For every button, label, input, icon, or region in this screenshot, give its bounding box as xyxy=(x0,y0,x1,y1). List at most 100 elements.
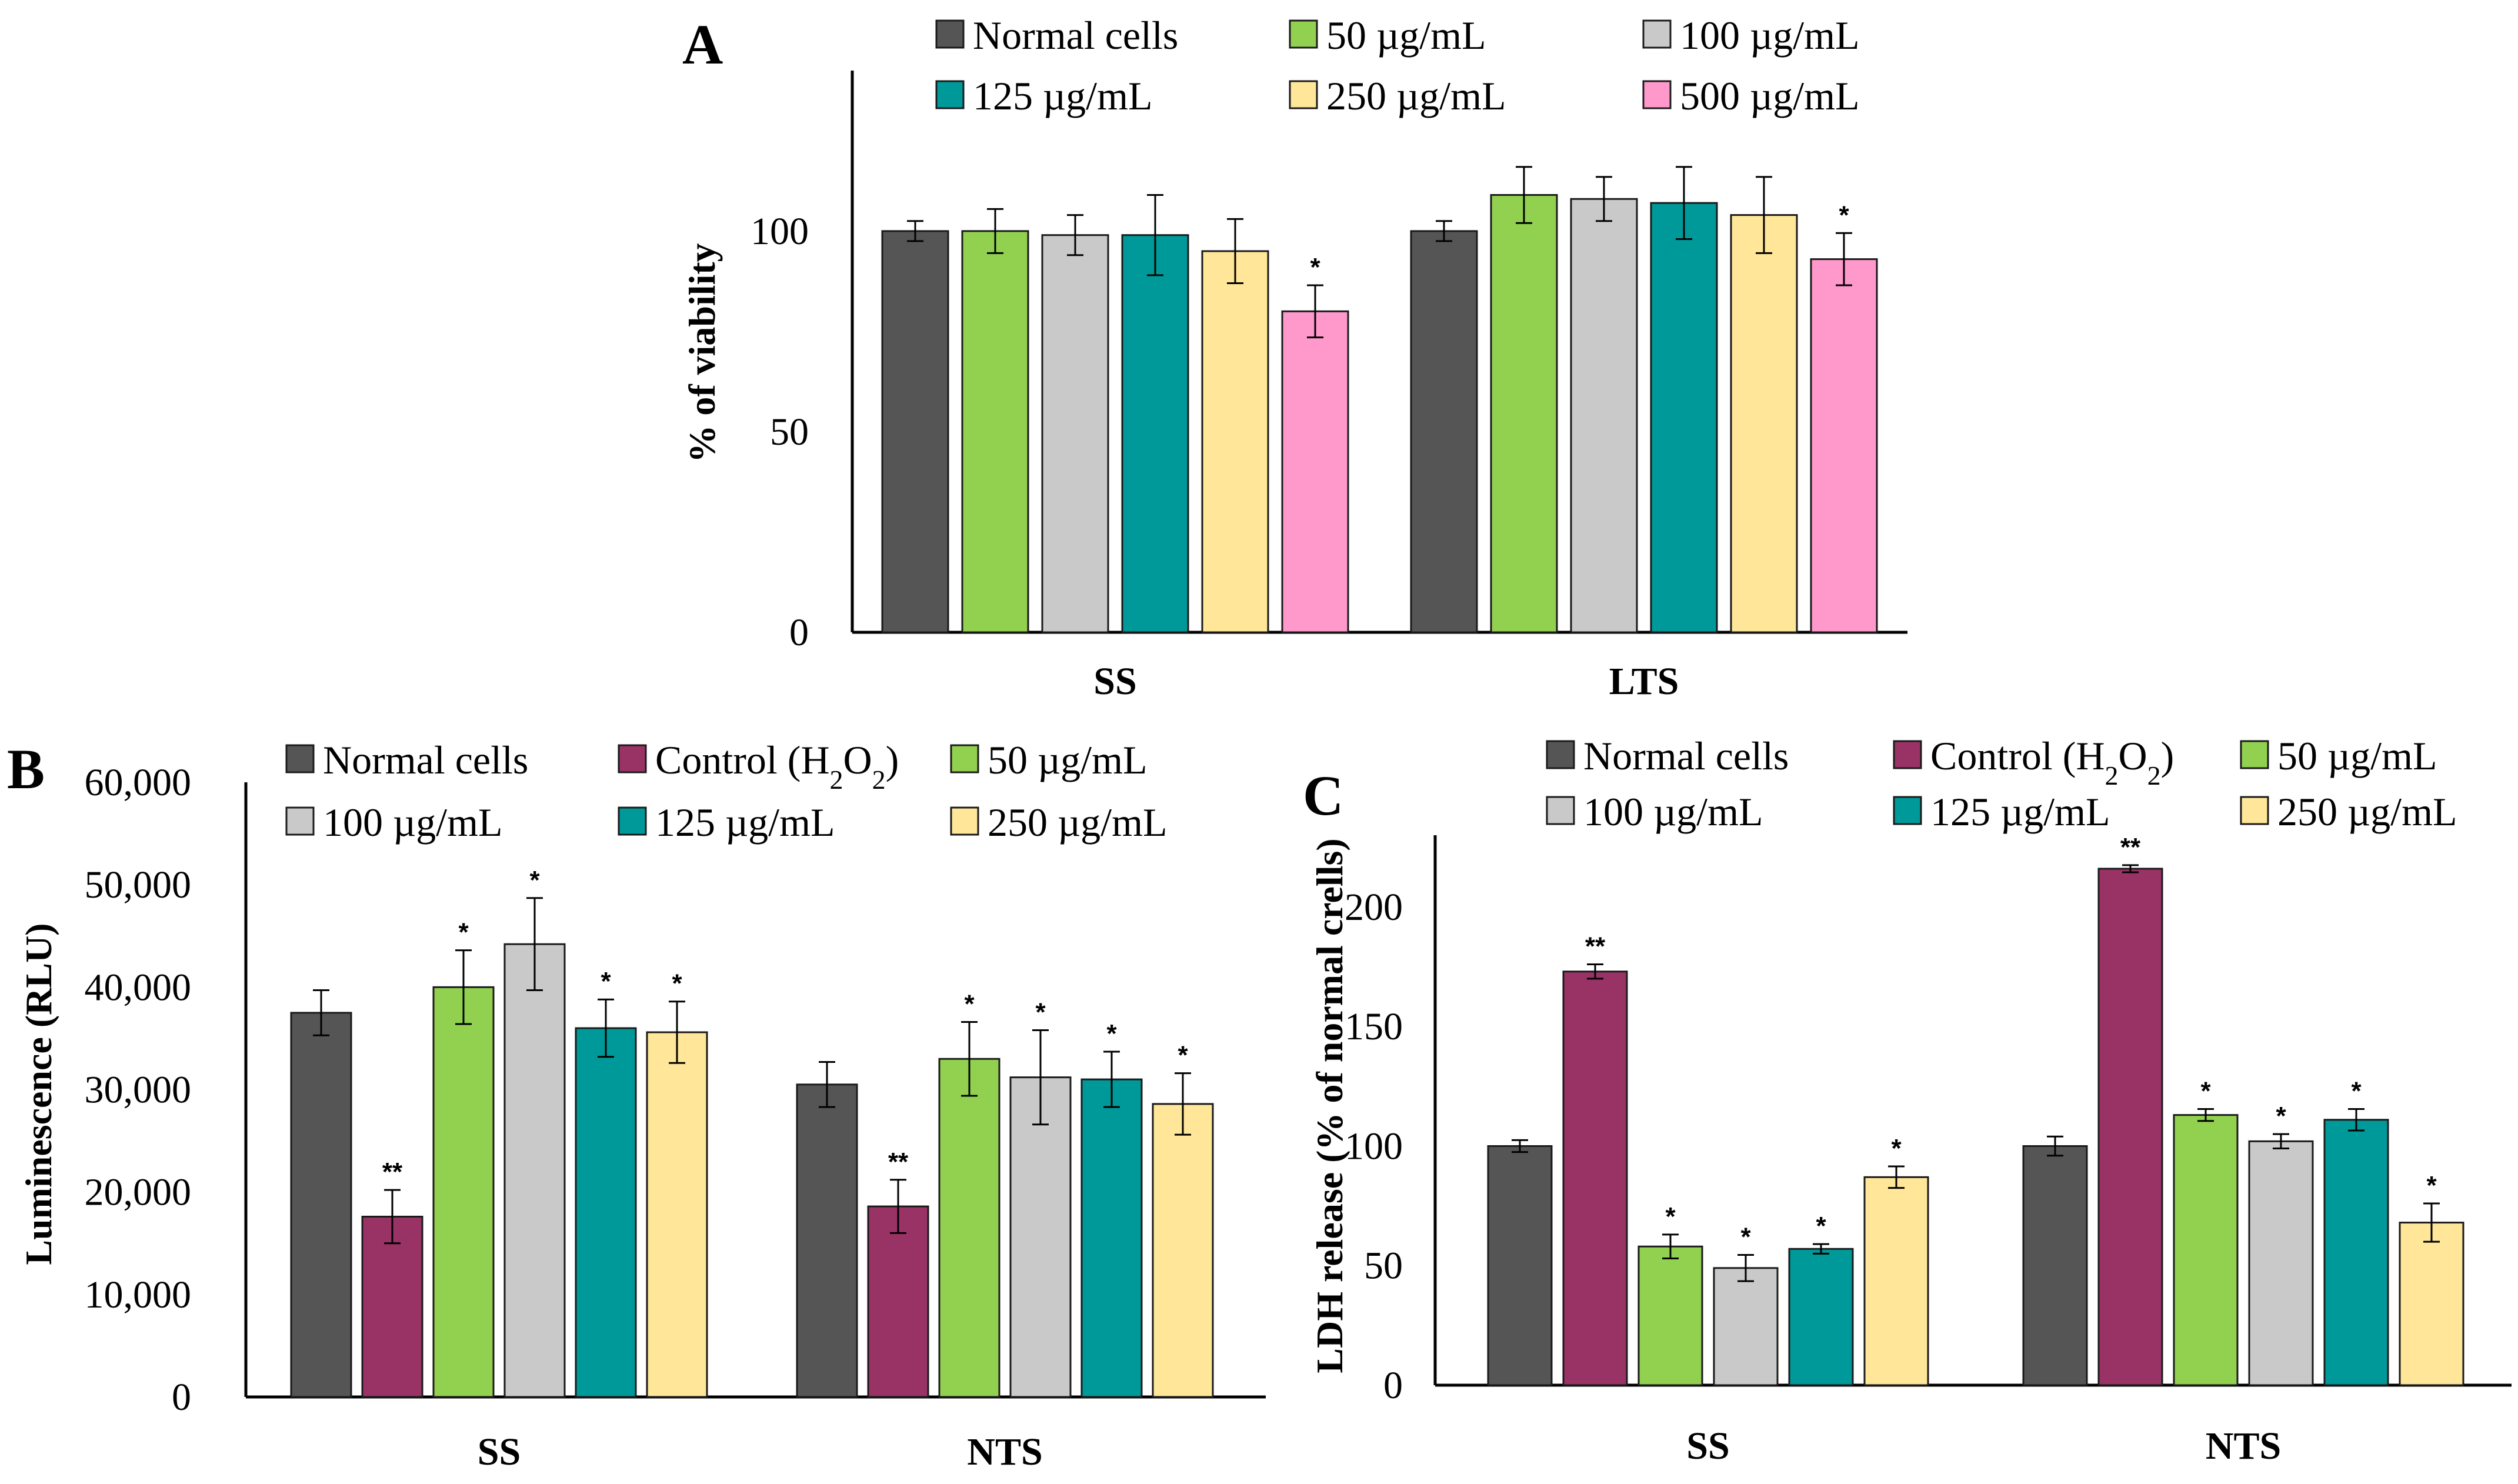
significance-marker: * xyxy=(672,969,682,998)
x-category-label: SS xyxy=(1093,660,1136,703)
significance-marker: * xyxy=(1178,1041,1188,1070)
bar-ss-125-g-ml xyxy=(1121,234,1189,633)
significance-marker: ** xyxy=(1585,932,1606,961)
legend-swatch-control-h2o2 xyxy=(618,744,647,773)
bar-lts-normal-cells xyxy=(1410,230,1478,633)
legend-swatch-50-g-ml xyxy=(1289,19,1318,49)
legend-swatch-125-g-ml xyxy=(1893,796,1922,825)
legend-swatch-125-g-ml xyxy=(618,806,647,836)
legend-label-50-g-ml: 50 µg/mL xyxy=(2277,733,2437,778)
significance-marker: ** xyxy=(382,1158,403,1186)
y-tick-label: 200 xyxy=(1345,886,1403,929)
bar-lts-500-g-ml xyxy=(1810,258,1878,633)
y-tick-label: 0 xyxy=(172,1376,191,1419)
x-category-label: NTS xyxy=(2206,1425,2281,1468)
legend-swatch-normal-cells xyxy=(935,19,965,49)
y-tick-label: 40,000 xyxy=(85,966,192,1009)
legend-swatch-50-g-ml xyxy=(950,744,979,773)
y-tick-label: 0 xyxy=(1383,1364,1403,1407)
y-tick-label: 10,000 xyxy=(85,1273,192,1316)
significance-marker: * xyxy=(1035,998,1046,1026)
y-tick-label: 0 xyxy=(789,611,809,654)
y-axis-label: LDH release (% of normal crells) xyxy=(1309,838,1350,1373)
bar-nts-125-g-ml xyxy=(1080,1078,1143,1398)
bar-ss-normal-cells xyxy=(290,1012,352,1398)
legend-label-100-g-ml: 100 µg/mL xyxy=(1680,13,1860,58)
y-tick-label: 150 xyxy=(1345,1005,1403,1048)
legend-label-125-g-ml: 125 µg/mL xyxy=(973,74,1153,118)
bar-nts-normal-cells xyxy=(2022,1145,2088,1386)
legend: Normal cells Control (H2O2) 50 µg/mL 100 µg… xyxy=(1546,733,2457,834)
bar-lts-250-g-ml xyxy=(1730,214,1798,633)
panel-letter: A xyxy=(682,13,723,76)
legend-swatch-250-g-ml xyxy=(950,806,979,836)
bar-lts-125-g-ml xyxy=(1650,202,1718,633)
significance-marker: * xyxy=(1310,253,1320,282)
legend-label-125-g-ml: 125 µg/mL xyxy=(655,800,835,845)
legend-label-normal-cells: Normal cells xyxy=(973,13,1178,58)
legend-label-normal-cells: Normal cells xyxy=(323,738,528,782)
y-axis-label: % of viability xyxy=(681,243,723,462)
bar-nts-50-g-ml xyxy=(2173,1114,2239,1386)
bar-nts-control-h2o2 xyxy=(2097,868,2163,1386)
legend-swatch-50-g-ml xyxy=(2240,740,2269,769)
legend: Normal cells 50 µg/mL 100 µg/mL 125 µg/mL 25… xyxy=(935,13,1860,118)
significance-marker: ** xyxy=(2120,833,2141,862)
legend-swatch-control-h2o2 xyxy=(1893,740,1922,769)
bar-ss-100-g-ml xyxy=(1713,1267,1779,1386)
bar-ss-100-g-ml xyxy=(503,943,566,1398)
bar-ss-50-g-ml xyxy=(432,986,495,1398)
y-tick-label: 100 xyxy=(751,210,809,253)
x-category-label: SS xyxy=(478,1430,521,1473)
significance-marker: * xyxy=(1665,1202,1676,1231)
bar-nts-100-g-ml xyxy=(1009,1076,1072,1398)
y-tick-label: 100 xyxy=(1345,1125,1403,1168)
legend-label-control-h2o2: Control (H2O2) xyxy=(1930,733,2174,791)
bar-ss-normal-cells xyxy=(881,230,949,633)
y-tick-label: 20,000 xyxy=(85,1171,192,1214)
legend-swatch-100-g-ml xyxy=(1546,796,1575,825)
x-category-label: SS xyxy=(1686,1425,1729,1468)
legend-swatch-250-g-ml xyxy=(1289,80,1318,109)
bar-nts-control-h2o2 xyxy=(867,1205,929,1398)
y-tick-label: 50,000 xyxy=(85,863,192,906)
legend-label-250-g-ml: 250 µg/mL xyxy=(988,800,1168,845)
bar-ss-normal-cells xyxy=(1487,1145,1553,1386)
panel-b: B 0 10,000 20,000 30,000 40,000 50,000 60,000 Lu… xyxy=(7,738,1266,1473)
significance-marker: * xyxy=(1740,1222,1751,1251)
significance-marker: * xyxy=(1839,201,1849,229)
bar-lts-100-g-ml xyxy=(1570,198,1638,633)
legend-swatch-250-g-ml xyxy=(2240,796,2269,825)
significance-marker: * xyxy=(2426,1171,2437,1200)
y-tick-label: 60,000 xyxy=(85,761,192,804)
significance-marker: * xyxy=(1816,1212,1826,1240)
significance-marker: * xyxy=(601,967,611,996)
significance-marker: * xyxy=(458,918,469,947)
significance-marker: * xyxy=(2276,1102,2286,1130)
bar-ss-50-g-ml xyxy=(961,230,1029,633)
bar-ss-125-g-ml xyxy=(1788,1248,1854,1386)
bar-nts-125-g-ml xyxy=(2323,1119,2389,1386)
bar-nts-normal-cells xyxy=(796,1083,858,1398)
bar-ss-control-h2o2 xyxy=(1562,971,1628,1386)
legend-swatch-100-g-ml xyxy=(285,806,315,836)
significance-marker: * xyxy=(1106,1019,1117,1048)
bar-ss-125-g-ml xyxy=(575,1027,637,1398)
legend-label-100-g-ml: 100 µg/mL xyxy=(323,800,503,845)
panel-letter: B xyxy=(7,738,45,801)
bar-nts-100-g-ml xyxy=(2248,1140,2314,1386)
bar-ss-100-g-ml xyxy=(1041,234,1109,633)
legend: Normal cells Control (H2O2) 50 µg/mL 100 µg… xyxy=(285,738,1168,845)
legend-label-control-h2o2: Control (H2O2) xyxy=(655,738,899,795)
y-axis-label: Luminescence (RLU) xyxy=(18,923,59,1265)
x-category-label: LTS xyxy=(1609,660,1679,703)
y-tick-label: 50 xyxy=(1364,1245,1403,1288)
bar-ss-500-g-ml xyxy=(1281,310,1349,633)
panel-a: A 0 50 100 % of viability * SS * LTS Normal cells… xyxy=(681,13,1907,703)
bar-nts-250-g-ml xyxy=(1152,1103,1214,1398)
bar-lts-50-g-ml xyxy=(1490,194,1558,633)
legend-label-250-g-ml: 250 µg/mL xyxy=(1326,74,1506,118)
significance-marker: * xyxy=(529,866,540,895)
bar-ss-250-g-ml xyxy=(1863,1176,1929,1386)
